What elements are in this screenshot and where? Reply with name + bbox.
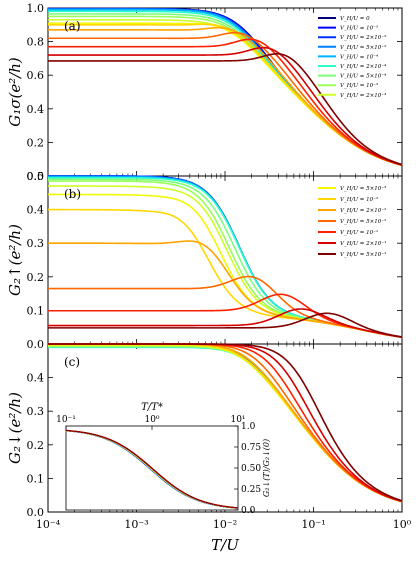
inset-x-label: T/T* [141,402,163,413]
panel-c: 0.0 0.1 0.2 0.3 0.4G₂↓(e²/h) (c) 10⁻⁴ 10⁻³ 10⁻² 1… [6,343,412,554]
series-line-13 [48,38,403,166]
series-line-15 [48,343,403,502]
y-axis-label: G₁σ(e²/h) [6,57,24,127]
inset-y-tick-label: 0.0 [241,506,256,516]
series-line-15 [48,53,403,166]
legend-entry: V_H/U = 10⁻² [340,196,378,203]
inset-y-tick-label: 0.25 [241,485,261,495]
y-tick-label: 0.6 [27,69,45,82]
legend-entry: V_H/U = 2×10⁻² [340,207,386,214]
x-axis-label: T/U [211,536,240,554]
panel-label: (c) [64,355,80,369]
series-line-14 [48,308,403,338]
y-tick-label: 0.2 [27,439,45,452]
series-line-7 [48,180,403,339]
y-tick-label: 0.3 [27,237,45,250]
panel-b: 0.0 0.1 0.2 0.3 0.4 0.5 G₂↑(e²/h) (b) V_H/U = 5×… [6,170,403,351]
y-tick-label: 0.2 [27,271,45,284]
legend-entry: V_H/U = 10⁻³ [340,82,378,89]
y-tick-label: 0.8 [27,36,45,49]
series-line-12 [48,31,403,166]
y-tick-label: 0.0 [27,170,45,183]
series-line-6 [48,178,403,339]
legend-entry: V_H/U = 2×10⁻³ [340,92,386,99]
y-tick-label: 0.4 [27,204,45,217]
x-tick-label: 10⁻¹ [301,518,325,531]
series-line-15 [48,312,403,338]
series-line-13 [48,293,403,338]
inset-x-tick-label: 10⁻¹ [56,415,76,425]
legend-entry: V_H/U = 2×10⁻⁵ [340,34,387,41]
x-tick-label: 10⁻² [213,518,237,531]
y-tick-label: 0.3 [27,405,45,418]
series-line-12 [48,275,403,339]
x-tick-label: 10⁰ [393,518,412,531]
legend-entry: V_H/U = 5×10⁻² [340,218,386,225]
y-tick-label: 0.1 [27,472,45,485]
legend-entry: V_H/U = 10⁻¹ [340,229,378,236]
inset-y-tick-label: 1.0 [241,422,256,432]
inset-x-tick-label: 10¹ [230,415,245,425]
y-tick-label: 0.4 [27,372,45,385]
legend-entry: V_H/U = 5×10⁻¹ [340,251,386,258]
inset-y-tick-label: 0.50 [241,464,261,474]
y-axis-label: G₂↑(e²/h) [6,224,24,296]
y-tick-label: 0.0 [27,506,45,519]
legend-entry: V_H/U = 5×10⁻³ [340,185,386,192]
legend-entry: V_H/U = 10⁻⁴ [340,53,378,60]
y-axis-label: G₂↓(e²/h) [6,392,24,464]
x-tick-label: 10⁻⁴ [36,518,61,531]
panel-a: 0.0 0.2 0.4 0.6 0.8 1.0 G₁σ(e²/h) (a) V_H/U = 0 V… [6,2,403,183]
y-tick-label: 0.5 [27,170,45,183]
series-line-14 [48,46,403,166]
inset-y-tick-label: 0.75 [241,443,261,453]
legend-entry: V_H/U = 5×10⁻⁴ [340,73,386,80]
legend-entry: V_H/U = 2×10⁻¹ [340,240,386,247]
legend-entry: V_H/U = 5×10⁻⁵ [340,44,387,51]
panel-label: (a) [64,19,81,33]
panel-label: (b) [64,187,81,201]
y-tick-label: 0.1 [27,304,45,317]
legend-entry: V_H/U = 0 [340,16,370,22]
inset-y-label: G₂↓(T)/G₂↓(0) [262,439,271,497]
y-tick-label: 0.4 [27,103,45,116]
legend-entry: V_H/U = 10⁻⁵ [340,25,379,32]
inset-x-tick-label: 10⁰ [144,415,159,425]
legend-entry: V_H/U = 2×10⁻⁴ [340,63,386,70]
y-tick-label: 0.2 [27,136,45,149]
y-tick-label: 1.0 [27,2,45,15]
x-tick-label: 10⁻³ [124,518,148,531]
y-tick-label: 0.0 [27,338,45,351]
inset-series-line-15 [65,429,239,509]
